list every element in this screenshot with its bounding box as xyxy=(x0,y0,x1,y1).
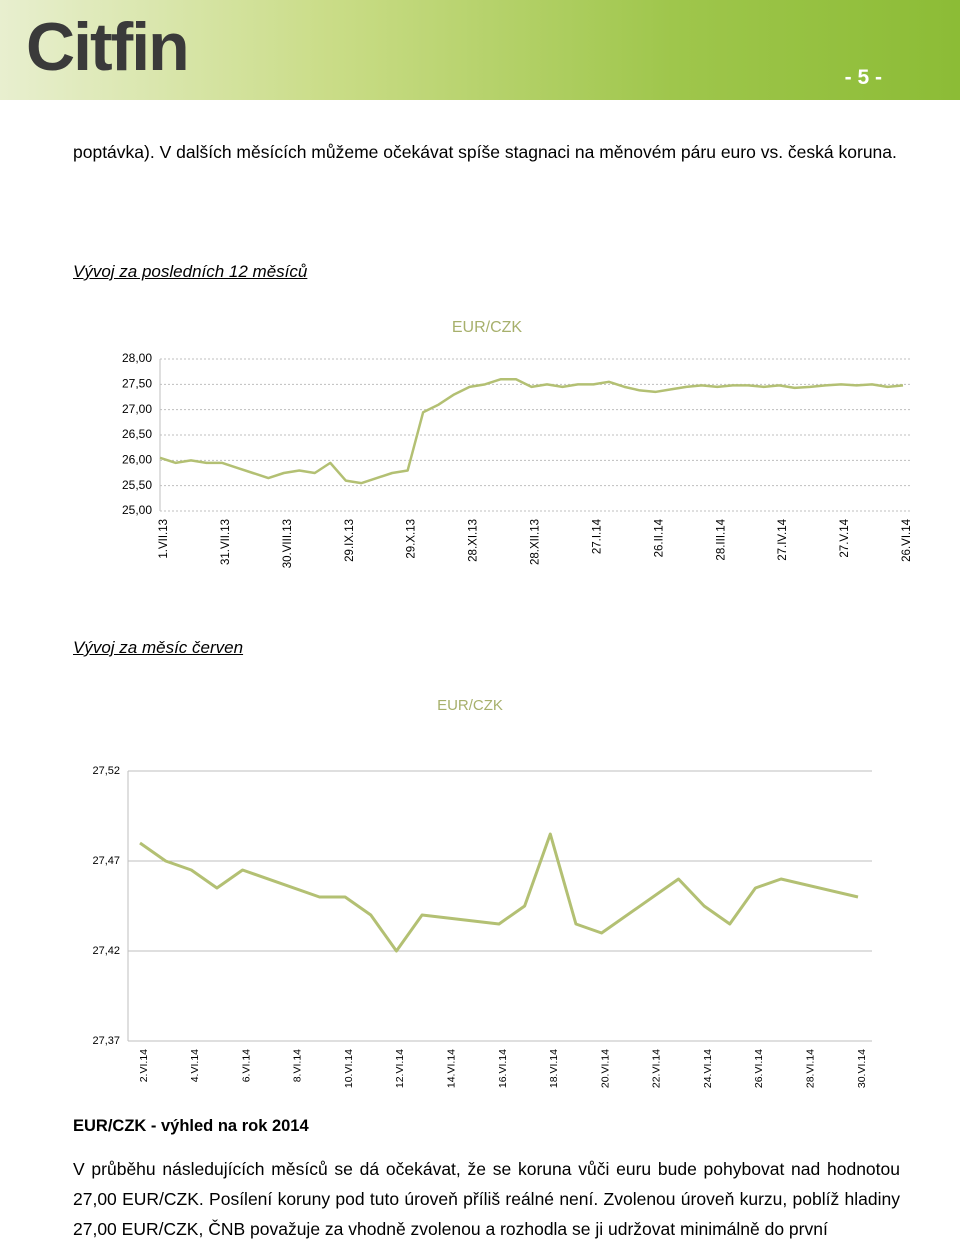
paragraph: V průběhu následujících měsíců se dá oče… xyxy=(73,1159,900,1239)
x-tick-label: 28.XI.13 xyxy=(468,519,480,562)
x-tick-label: 29.IX.13 xyxy=(344,519,356,562)
y-tick-label: 27,00 xyxy=(122,402,152,416)
x-tick-label: 6.VI.14 xyxy=(240,1049,252,1082)
x-tick-label: 22.VI.14 xyxy=(651,1049,663,1088)
section-title: Vývoj za posledních 12 měsíců xyxy=(73,262,308,281)
x-tick-label: 28.VI.14 xyxy=(804,1049,816,1088)
y-tick-label: 26,50 xyxy=(122,427,152,441)
y-tick-label: 27,52 xyxy=(92,765,120,777)
x-tick-label: 28.XII.13 xyxy=(530,519,542,565)
x-tick-label: 20.VI.14 xyxy=(599,1049,611,1088)
x-tick-label: 26.VI.14 xyxy=(753,1049,765,1088)
paragraph: poptávka). V dalších měsících můžeme oče… xyxy=(73,142,897,162)
y-tick-label: 27,47 xyxy=(92,855,120,867)
x-tick-label: 1.VII.13 xyxy=(158,519,170,559)
data-line xyxy=(139,832,859,953)
x-tick-label: 10.VI.14 xyxy=(343,1049,355,1088)
x-tick-label: 31.VII.13 xyxy=(220,519,232,565)
y-tick-label: 25,50 xyxy=(122,478,152,492)
section-title: Vývoj za měsíc červen xyxy=(73,638,244,657)
logo: Citfin xyxy=(26,9,190,85)
x-tick-label: 16.VI.14 xyxy=(497,1049,509,1088)
y-tick-label: 27,37 xyxy=(92,1035,120,1047)
y-tick-label: 26,00 xyxy=(122,453,152,467)
x-tick-label: 18.VI.14 xyxy=(548,1049,560,1088)
x-tick-label: 27.V.14 xyxy=(839,518,851,557)
x-tick-label: 12.VI.14 xyxy=(394,1049,406,1088)
y-tick-label: 25,00 xyxy=(122,503,152,517)
x-tick-label: 30.VI.14 xyxy=(856,1049,868,1088)
x-tick-label: 27.I.14 xyxy=(591,518,603,554)
chart-title: EUR/CZK xyxy=(452,319,523,336)
y-tick-label: 27,50 xyxy=(122,377,152,391)
x-tick-label: 29.X.13 xyxy=(406,519,418,559)
y-tick-label: 27,42 xyxy=(92,945,120,957)
y-tick-label: 28,00 xyxy=(122,351,152,365)
x-tick-label: 24.VI.14 xyxy=(702,1049,714,1088)
x-tick-label: 2.VI.14 xyxy=(138,1049,150,1082)
x-tick-label: 28.III.14 xyxy=(715,518,727,560)
data-line xyxy=(159,378,904,485)
x-tick-label: 27.IV.14 xyxy=(777,518,789,560)
x-tick-label: 26.II.14 xyxy=(653,518,665,557)
page-number: - 5 - xyxy=(844,66,882,89)
x-tick-label: 4.VI.14 xyxy=(189,1049,201,1082)
header-banner: Citfin - 5 - xyxy=(0,0,960,100)
chart-title: EUR/CZK xyxy=(437,697,503,714)
x-tick-label: 14.VI.14 xyxy=(445,1049,457,1088)
x-tick-label: 8.VI.14 xyxy=(292,1049,304,1082)
section-heading: EUR/CZK - výhled na rok 2014 xyxy=(73,1117,309,1135)
x-tick-label: 26.VI.14 xyxy=(901,518,913,561)
x-tick-label: 30.VIII.13 xyxy=(282,519,294,568)
